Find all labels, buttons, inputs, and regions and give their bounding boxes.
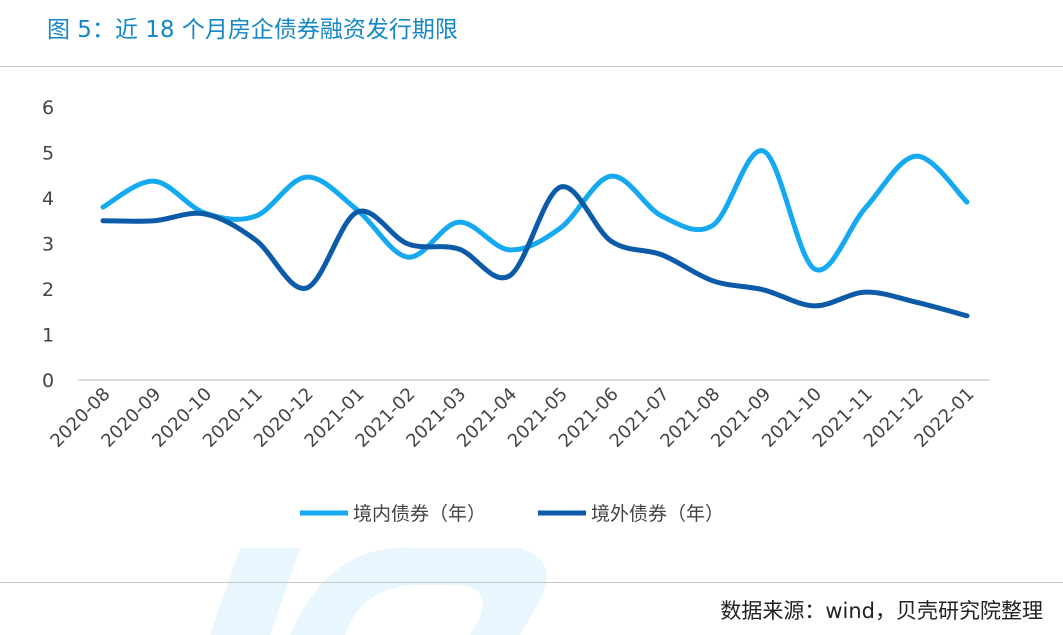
y-tick-label: 4 [42,188,54,210]
divider-bottom [0,582,1063,583]
y-tick-label: 2 [42,279,54,301]
divider-top [0,66,1063,67]
y-tick-label: 0 [42,370,54,392]
source-note: 数据来源：wind，贝壳研究院整理 [720,599,1043,623]
chart-title: 图 5：近 18 个月房企债券融资发行期限 [47,17,458,43]
series-line-domestic [100,148,970,273]
series-line-overseas [100,184,970,319]
y-tick-label: 3 [42,234,54,256]
legend-label: 境外债券（年） [591,503,724,525]
legend-label: 境内债券（年） [353,503,486,525]
y-tick-label: 6 [42,97,54,119]
watermark-logo [210,547,547,635]
y-tick-label: 5 [42,143,54,165]
y-tick-label: 1 [42,325,54,347]
